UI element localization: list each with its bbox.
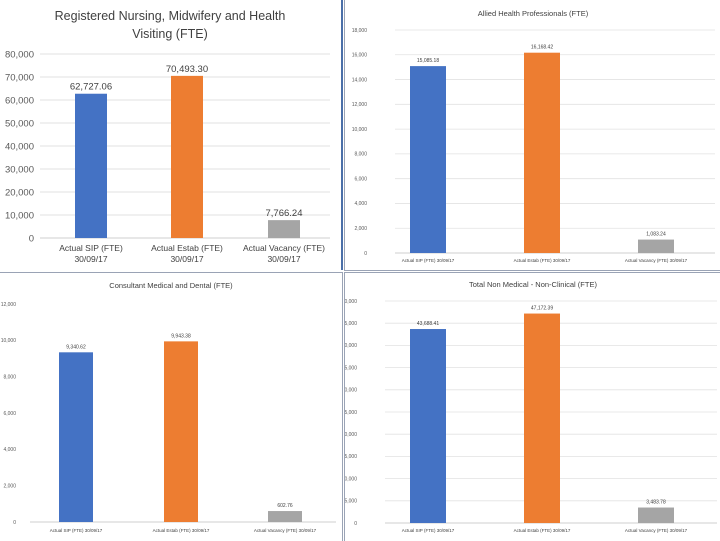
y-tick-label: 50,000 xyxy=(5,118,34,129)
data-label: 602.76 xyxy=(277,503,293,509)
y-tick-label: 10,000 xyxy=(345,476,357,482)
data-label: 9,340.62 xyxy=(66,344,86,350)
x-tick-label: Actual Vacancy (FTE) xyxy=(243,243,325,253)
x-tick-label: 30/09/17 xyxy=(170,254,203,264)
y-tick-label: 15,000 xyxy=(345,454,357,460)
data-label: 62,727.06 xyxy=(70,82,112,93)
y-tick-label: 10,000 xyxy=(5,210,34,221)
chart-svg: Consultant Medical and Dental (FTE) 0 2,00… xyxy=(1,281,336,533)
chart-title: Total Non Medical - Non-Clinical (FTE) xyxy=(469,280,597,289)
x-tick-label: Actual Estab (FTE) 30/09/17 xyxy=(514,528,571,533)
x-tick-label: Actual Estab (FTE) 30/09/17 xyxy=(153,528,210,533)
y-tick-label: 50,000 xyxy=(345,299,357,305)
x-tick-label: Actual SIP (FTE) xyxy=(59,243,123,253)
bar xyxy=(59,352,93,522)
y-tick-label: 5,000 xyxy=(345,499,357,505)
y-tick-label: 0 xyxy=(29,233,34,244)
x-tick-label: Actual Vacancy (FTE) 30/09/17 xyxy=(254,528,317,533)
y-tick-label: 80,000 xyxy=(5,49,34,60)
data-label: 47,172.39 xyxy=(531,306,553,312)
y-tick-label: 12,000 xyxy=(1,302,17,308)
chart-title: Visiting (FTE) xyxy=(132,27,207,41)
y-tick-label: 4,000 xyxy=(354,201,367,207)
y-tick-label: 2,000 xyxy=(354,226,367,232)
x-tick-label: Actual Vacancy (FTE) 30/09/17 xyxy=(625,528,688,533)
data-label: 43,688.41 xyxy=(417,321,439,327)
y-tick-label: 30,000 xyxy=(345,388,357,394)
bar xyxy=(164,341,198,522)
y-tick-label: 35,000 xyxy=(345,365,357,371)
data-label: 16,168.42 xyxy=(531,45,553,51)
x-tick-label: Actual Vacancy (FTE) 30/09/17 xyxy=(625,258,688,263)
data-label: 70,493.30 xyxy=(166,64,208,75)
data-label: 1,083.24 xyxy=(646,232,666,238)
x-tick-label: Actual Estab (FTE) 30/09/17 xyxy=(514,258,571,263)
bar xyxy=(268,220,300,238)
x-tick-label: Actual SIP (FTE) 30/09/17 xyxy=(50,528,103,533)
chart-title: Consultant Medical and Dental (FTE) xyxy=(109,281,233,290)
bar xyxy=(638,239,674,253)
y-tick-label: 45,000 xyxy=(345,321,357,327)
y-tick-label: 18,000 xyxy=(352,28,368,34)
y-tick-label: 40,000 xyxy=(5,141,34,152)
chart-svg: Registered Nursing, Midwifery and Health… xyxy=(5,9,330,264)
x-tick-label: Actual SIP (FTE) 30/09/17 xyxy=(402,258,455,263)
y-tick-label: 12,000 xyxy=(352,102,368,108)
y-tick-label: 8,000 xyxy=(3,374,16,380)
data-label: 3,483.78 xyxy=(646,500,666,506)
x-tick-label: 30/09/17 xyxy=(267,254,300,264)
x-tick-label: 30/09/17 xyxy=(74,254,107,264)
y-tick-label: 6,000 xyxy=(3,411,16,417)
x-tick-label: Actual SIP (FTE) 30/09/17 xyxy=(402,528,455,533)
chart-panel-allied-health: Allied Health Professionals (FTE) 0 2,000 4… xyxy=(344,0,720,271)
y-tick-label: 16,000 xyxy=(352,53,368,59)
data-label: 9,943.38 xyxy=(171,333,191,339)
y-tick-label: 0 xyxy=(364,251,367,257)
y-tick-label: 6,000 xyxy=(354,176,367,182)
chart-title: Allied Health Professionals (FTE) xyxy=(478,9,589,18)
y-tick-label: 0 xyxy=(13,520,16,526)
chart-svg: Total Non Medical - Non-Clinical (FTE) 0 5… xyxy=(345,280,717,533)
chart-svg: Allied Health Professionals (FTE) 0 2,000 4… xyxy=(352,9,715,263)
y-tick-label: 10,000 xyxy=(352,127,368,133)
x-tick-label: Actual Estab (FTE) xyxy=(151,243,223,253)
y-tick-label: 20,000 xyxy=(345,432,357,438)
y-tick-label: 0 xyxy=(354,521,357,527)
panel-divider xyxy=(341,0,343,270)
y-tick-label: 30,000 xyxy=(5,164,34,175)
y-tick-label: 4,000 xyxy=(3,447,16,453)
y-tick-label: 14,000 xyxy=(352,77,368,83)
y-tick-label: 8,000 xyxy=(354,152,367,158)
bar xyxy=(524,313,560,523)
y-tick-label: 20,000 xyxy=(5,187,34,198)
bar xyxy=(410,329,446,523)
y-tick-label: 10,000 xyxy=(1,338,17,344)
bar xyxy=(75,93,107,239)
bar xyxy=(268,511,302,522)
y-tick-label: 70,000 xyxy=(5,72,34,83)
y-tick-label: 2,000 xyxy=(3,483,16,489)
data-label: 15,085.18 xyxy=(417,58,439,64)
bar xyxy=(638,507,674,523)
bar xyxy=(171,75,203,238)
bar xyxy=(524,52,560,254)
y-tick-label: 60,000 xyxy=(5,95,34,106)
chart-panel-nursing: Registered Nursing, Midwifery and Health… xyxy=(0,0,340,270)
chart-title: Registered Nursing, Midwifery and Health xyxy=(55,9,286,23)
data-label: 7,766.24 xyxy=(266,208,303,219)
chart-panel-non-clinical: Total Non Medical - Non-Clinical (FTE) 0 5… xyxy=(344,272,720,541)
chart-panel-consultant: Consultant Medical and Dental (FTE) 0 2,00… xyxy=(0,272,343,541)
bar xyxy=(410,66,446,253)
y-tick-label: 25,000 xyxy=(345,410,357,416)
y-tick-label: 40,000 xyxy=(345,343,357,349)
